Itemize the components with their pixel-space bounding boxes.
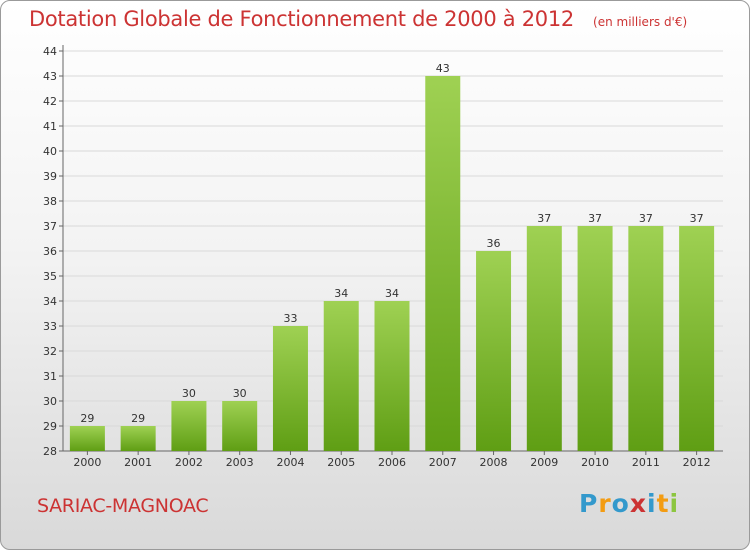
y-tick-label: 41: [43, 120, 57, 133]
logo-letter: o: [611, 489, 630, 518]
bar: [628, 226, 664, 451]
logo-letter: r: [598, 489, 612, 518]
y-tick-label: 44: [43, 45, 57, 58]
x-tick-label: 2007: [429, 456, 457, 469]
bar: [272, 326, 308, 451]
y-tick-label: 33: [43, 320, 57, 333]
x-tick-label: 2003: [226, 456, 254, 469]
bar-value-label: 33: [283, 312, 297, 325]
y-tick-label: 37: [43, 220, 57, 233]
bar: [69, 426, 105, 451]
x-tick-label: 2006: [378, 456, 406, 469]
bar-value-label: 34: [334, 287, 348, 300]
y-tick-label: 35: [43, 270, 57, 283]
bar: [526, 226, 562, 451]
bar-value-label: 30: [182, 387, 196, 400]
unit-label: (en milliers d'€): [593, 15, 688, 29]
bar: [120, 426, 156, 451]
y-tick-label: 40: [43, 145, 57, 158]
chart-title: Dotation Globale de Fonctionnement de 20…: [29, 7, 687, 31]
bar: [577, 226, 613, 451]
y-tick-label: 31: [43, 370, 57, 383]
x-tick-label: 2012: [683, 456, 711, 469]
bar: [374, 301, 410, 451]
logo-letter: i: [647, 489, 657, 518]
x-tick-label: 2009: [530, 456, 558, 469]
bar: [679, 226, 715, 451]
logo-letter: P: [579, 489, 599, 518]
x-tick-label: 2010: [581, 456, 609, 469]
title-text: Dotation Globale de Fonctionnement de 20…: [29, 7, 574, 31]
y-tick-label: 38: [43, 195, 57, 208]
bar-value-label: 37: [690, 212, 704, 225]
x-tick-label: 2001: [124, 456, 152, 469]
bar-value-label: 29: [131, 412, 145, 425]
bar: [323, 301, 359, 451]
y-tick-label: 29: [43, 420, 57, 433]
bar-value-label: 30: [233, 387, 247, 400]
x-tick-label: 2000: [73, 456, 101, 469]
x-tick-label: 2005: [327, 456, 355, 469]
y-tick-label: 43: [43, 70, 57, 83]
x-tick-label: 2008: [480, 456, 508, 469]
bar-value-label: 37: [537, 212, 551, 225]
y-tick-label: 42: [43, 95, 57, 108]
logo-letter: i: [669, 489, 680, 518]
y-tick-label: 34: [43, 295, 57, 308]
x-tick-label: 2011: [632, 456, 660, 469]
bar-value-label: 37: [588, 212, 602, 225]
bar-value-label: 34: [385, 287, 399, 300]
x-tick-label: 2004: [276, 456, 304, 469]
y-tick-label: 39: [43, 170, 57, 183]
bar-value-label: 36: [487, 237, 501, 250]
bar: [222, 401, 258, 451]
y-tick-label: 36: [43, 245, 57, 258]
bar: [171, 401, 207, 451]
y-tick-label: 32: [43, 345, 57, 358]
bar: [476, 251, 512, 451]
bar: [425, 76, 461, 451]
proxiti-logo: Proxiti: [579, 489, 679, 518]
logo-letter: x: [629, 489, 647, 518]
y-tick-label: 30: [43, 395, 57, 408]
commune-name: SARIAC-MAGNOAC: [37, 495, 209, 517]
x-tick-label: 2002: [175, 456, 203, 469]
y-tick-label: 28: [43, 445, 57, 458]
bar-value-label: 37: [639, 212, 653, 225]
logo-letter: t: [656, 489, 670, 518]
bar-value-label: 29: [80, 412, 94, 425]
bar-value-label: 43: [436, 62, 450, 75]
